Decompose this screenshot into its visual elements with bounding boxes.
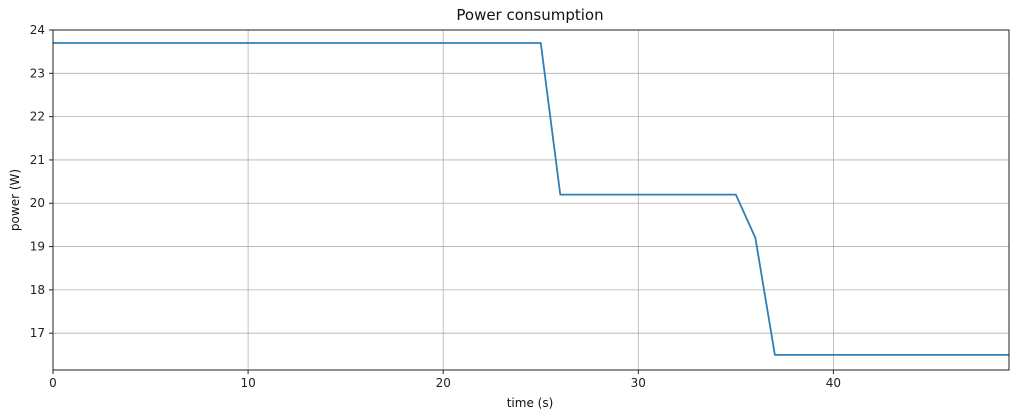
- x-axis-ticks: 0 10 20 30 40: [49, 370, 841, 390]
- y-tick-label: 18: [30, 283, 45, 297]
- y-axis-ticks: 17 18 19 20 21 22 23 24: [30, 23, 53, 340]
- power-series-line: [53, 42, 1009, 356]
- x-tick-label: 20: [436, 376, 451, 390]
- y-axis-label: power (W): [8, 169, 22, 231]
- y-tick-label: 17: [30, 326, 45, 340]
- series-layer: [53, 42, 1009, 356]
- x-tick-label: 30: [631, 376, 646, 390]
- y-tick-label: 21: [30, 153, 45, 167]
- x-tick-label: 10: [240, 376, 255, 390]
- y-tick-label: 20: [30, 196, 45, 210]
- y-tick-label: 24: [30, 23, 45, 37]
- x-tick-label: 40: [826, 376, 841, 390]
- x-axis-label: time (s): [507, 396, 554, 410]
- grid: [53, 30, 1009, 370]
- y-tick-label: 19: [30, 240, 45, 254]
- x-tick-label: 0: [49, 376, 57, 390]
- y-tick-label: 22: [30, 110, 45, 124]
- plot-frame: [52, 29, 1010, 371]
- chart-title: Power consumption: [456, 6, 603, 24]
- y-tick-label: 23: [30, 66, 45, 80]
